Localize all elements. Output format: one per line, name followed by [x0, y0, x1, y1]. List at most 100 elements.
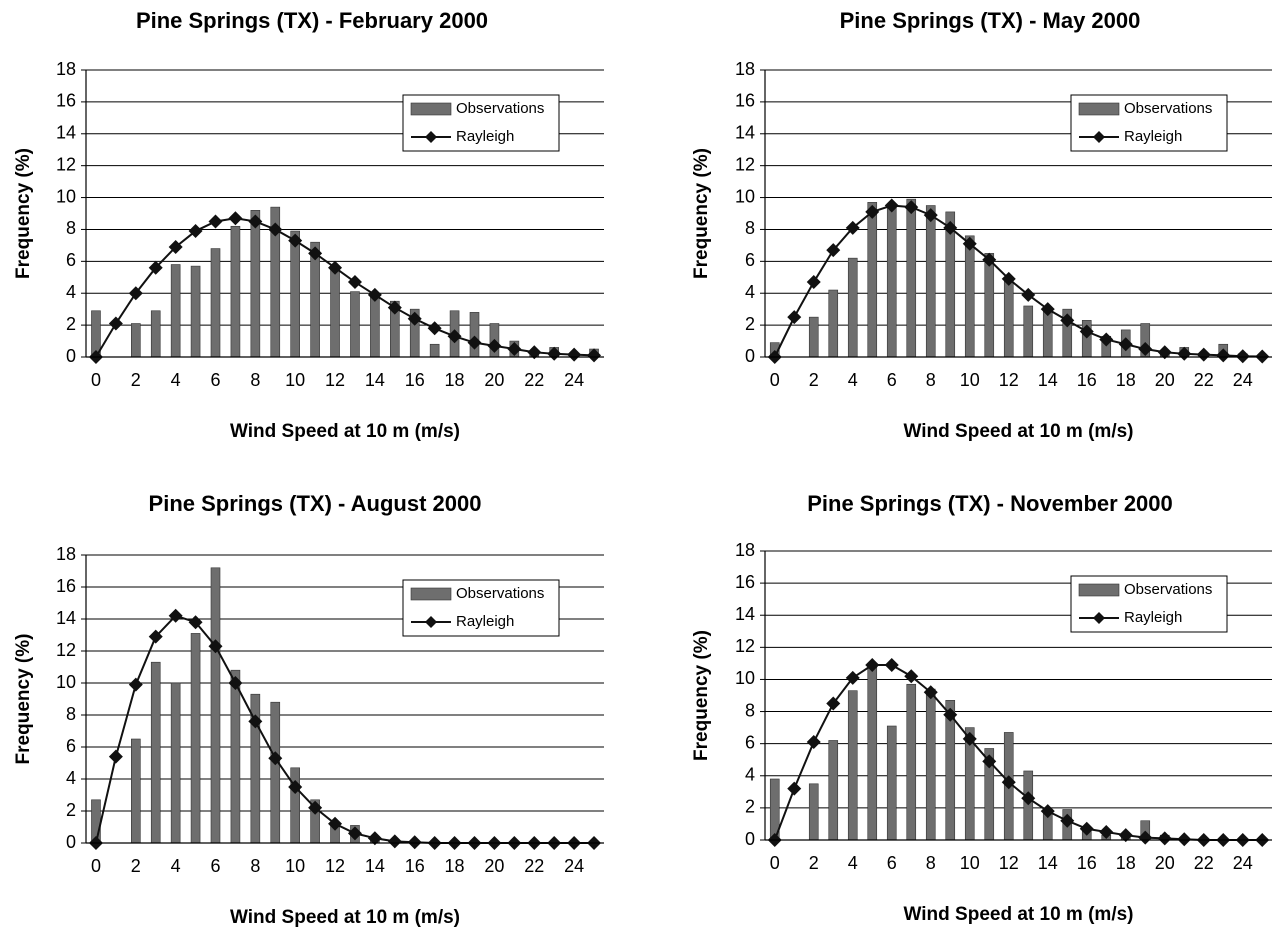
line — [95, 217, 595, 358]
y-tick-label: 14 — [56, 123, 76, 143]
marker — [347, 275, 362, 290]
marker — [288, 233, 303, 248]
marker — [108, 316, 123, 331]
bar — [808, 783, 819, 841]
marker — [288, 780, 303, 794]
marker — [328, 260, 343, 275]
legend-swatch — [410, 102, 452, 116]
legend-label: Rayleigh — [456, 128, 514, 145]
bar — [847, 690, 858, 841]
bar — [925, 205, 936, 358]
marker — [884, 657, 899, 672]
marker — [1079, 324, 1094, 339]
marker — [268, 751, 283, 766]
x-tick-label: 18 — [1116, 370, 1136, 390]
y-tick-label: 0 — [745, 829, 755, 849]
legend-label: Observations — [1124, 100, 1212, 117]
marker — [943, 707, 958, 722]
legend-label: Rayleigh — [456, 613, 514, 630]
marker — [527, 345, 542, 360]
y-tick-label: 6 — [66, 736, 76, 756]
x-tick-label: 18 — [445, 856, 465, 876]
marker — [1099, 332, 1114, 347]
bar — [1042, 310, 1053, 358]
marker — [1079, 821, 1094, 836]
bar — [828, 740, 839, 841]
chart-title: Pine Springs (TX) - August 2000 — [149, 491, 482, 516]
marker — [208, 639, 223, 654]
y-tick-label: 14 — [735, 604, 755, 624]
marker — [487, 338, 502, 353]
marker — [328, 816, 343, 831]
marker — [865, 204, 880, 219]
legend-box — [402, 579, 560, 637]
bar — [1023, 305, 1034, 358]
y-tick-label: 12 — [56, 154, 76, 174]
marker — [962, 236, 977, 251]
marker — [407, 311, 422, 326]
y-tick-label: 16 — [735, 91, 755, 111]
marker — [787, 781, 802, 796]
x-tick-label: 6 — [887, 370, 897, 390]
marker — [507, 342, 522, 357]
x-tick-label: 18 — [1116, 853, 1136, 873]
x-tick-label: 8 — [250, 370, 260, 390]
x-tick-label: 20 — [1155, 370, 1175, 390]
x-tick-label: 12 — [999, 853, 1019, 873]
marker — [308, 246, 323, 261]
bar — [190, 265, 201, 358]
bar — [170, 264, 181, 358]
x-tick-label: 22 — [1194, 370, 1214, 390]
bar — [429, 343, 440, 358]
x-tick-label: 10 — [285, 856, 305, 876]
y-tick-label: 2 — [745, 797, 755, 817]
y-tick-label: 18 — [56, 59, 76, 79]
y-tick-label: 18 — [735, 540, 755, 560]
marker — [1235, 349, 1250, 364]
chart-title: Pine Springs (TX) - February 2000 — [136, 8, 488, 33]
x-axis-title: Wind Speed at 10 m (m/s) — [904, 904, 1134, 925]
bar — [290, 230, 300, 358]
marker — [148, 629, 163, 644]
legend-marker — [425, 616, 437, 628]
marker — [1021, 791, 1036, 806]
x-tick-label: 10 — [285, 370, 305, 390]
legend-swatch — [410, 587, 452, 601]
marker — [865, 657, 880, 672]
x-tick-label: 12 — [325, 370, 345, 390]
marker — [268, 222, 283, 237]
marker — [1138, 342, 1153, 357]
marker — [228, 211, 243, 226]
marker — [367, 831, 382, 846]
bar — [964, 235, 975, 358]
x-tick-label: 4 — [848, 370, 858, 390]
marker — [587, 348, 602, 363]
bar — [886, 203, 897, 358]
y-tick-label: 12 — [735, 636, 755, 656]
bar — [1023, 770, 1034, 841]
y-tick-label: 2 — [66, 800, 76, 820]
marker — [188, 224, 203, 239]
x-tick-label: 0 — [770, 370, 780, 390]
legend-swatch — [1078, 583, 1120, 597]
marker — [884, 198, 899, 213]
y-tick-label: 14 — [56, 608, 76, 628]
bar — [270, 701, 281, 844]
x-tick-label: 22 — [524, 370, 544, 390]
x-tick-label: 0 — [91, 856, 101, 876]
y-tick-label: 10 — [735, 186, 755, 206]
y-tick-label: 0 — [66, 832, 76, 852]
y-axis-title: Frequency (%) — [13, 634, 34, 765]
x-tick-label: 6 — [210, 856, 220, 876]
x-tick-label: 16 — [405, 370, 425, 390]
x-tick-label: 6 — [210, 370, 220, 390]
marker — [547, 346, 562, 361]
bar — [131, 323, 141, 358]
marker — [1060, 813, 1075, 828]
x-tick-label: 20 — [1155, 853, 1175, 873]
marker — [1040, 804, 1055, 819]
bar — [828, 289, 839, 358]
x-tick-label: 14 — [365, 370, 385, 390]
x-tick-label: 4 — [171, 856, 181, 876]
